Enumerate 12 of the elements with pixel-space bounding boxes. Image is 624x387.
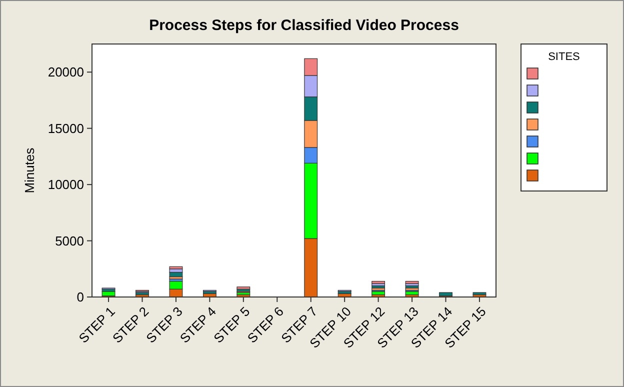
key-panel: SITES bbox=[520, 44, 608, 192]
y-tick-label: 10000 bbox=[48, 177, 84, 192]
chart-title: Process Steps for Classified Video Process bbox=[149, 17, 459, 34]
bar bbox=[372, 280, 386, 284]
y-tick-label: 20000 bbox=[48, 64, 84, 80]
y-tick-label: 0 bbox=[76, 290, 84, 305]
legend-title: SITES bbox=[548, 51, 580, 63]
y-tick-label: 5000 bbox=[55, 233, 84, 248]
y-axis-title: Minutes bbox=[22, 147, 37, 194]
bar bbox=[405, 280, 419, 284]
y-tick-label: 15000 bbox=[48, 120, 84, 136]
bar bbox=[236, 286, 250, 290]
